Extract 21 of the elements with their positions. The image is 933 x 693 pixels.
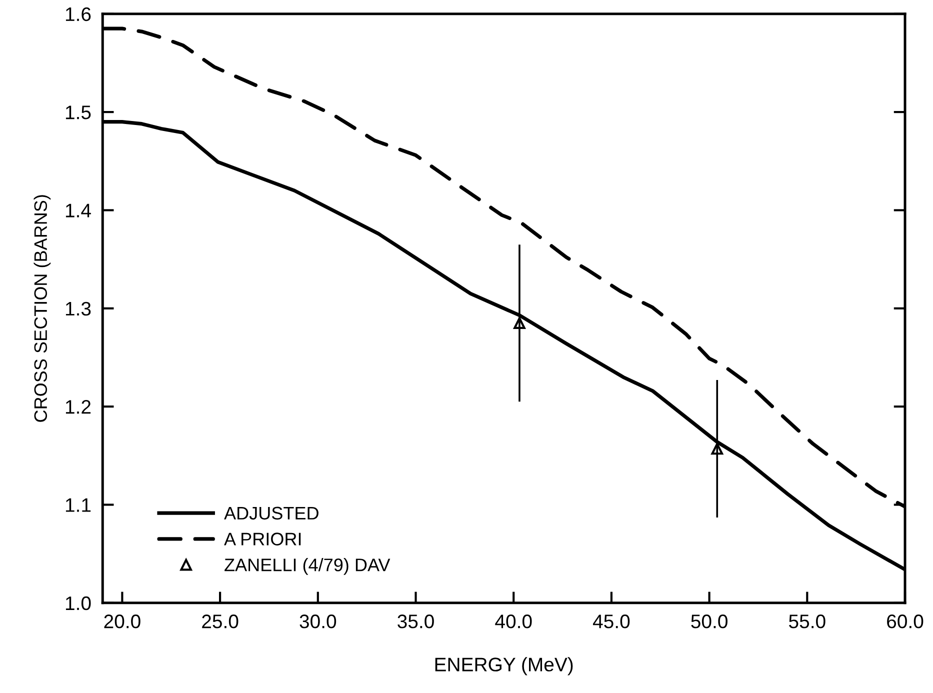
x-tick-label: 45.0 [592, 614, 630, 628]
x-axis-title: ENERGY (MeV) [435, 657, 573, 676]
x-tick-label: 20.0 [104, 614, 140, 628]
x-tick-label: 30.0 [300, 614, 336, 628]
y-axis-title: CROSS SECTION (BARNS) [34, 195, 51, 422]
y-tick-label: 1.3 [66, 302, 91, 316]
y-tick-label: 1.2 [66, 400, 91, 414]
legend-label: ADJUSTED [224, 506, 318, 520]
x-tick-label: 60.0 [887, 614, 924, 628]
x-tick-label: 35.0 [398, 614, 434, 628]
x-tick-label: 50.0 [691, 614, 728, 628]
y-tick-label: 1.6 [66, 7, 91, 22]
y-tick-label: 1.1 [66, 498, 91, 512]
y-tick-label: 1.4 [66, 204, 91, 218]
y-tick-label: 1.5 [66, 106, 91, 120]
x-tick-label: 55.0 [789, 614, 826, 628]
legend-label: ZANELLI (4/79) DAV [224, 558, 390, 575]
legend-label: A PRIORI [224, 532, 301, 546]
x-tick-label: 25.0 [202, 614, 238, 628]
x-tick-label: 40.0 [495, 614, 532, 628]
y-tick-label: 1.0 [66, 596, 91, 610]
